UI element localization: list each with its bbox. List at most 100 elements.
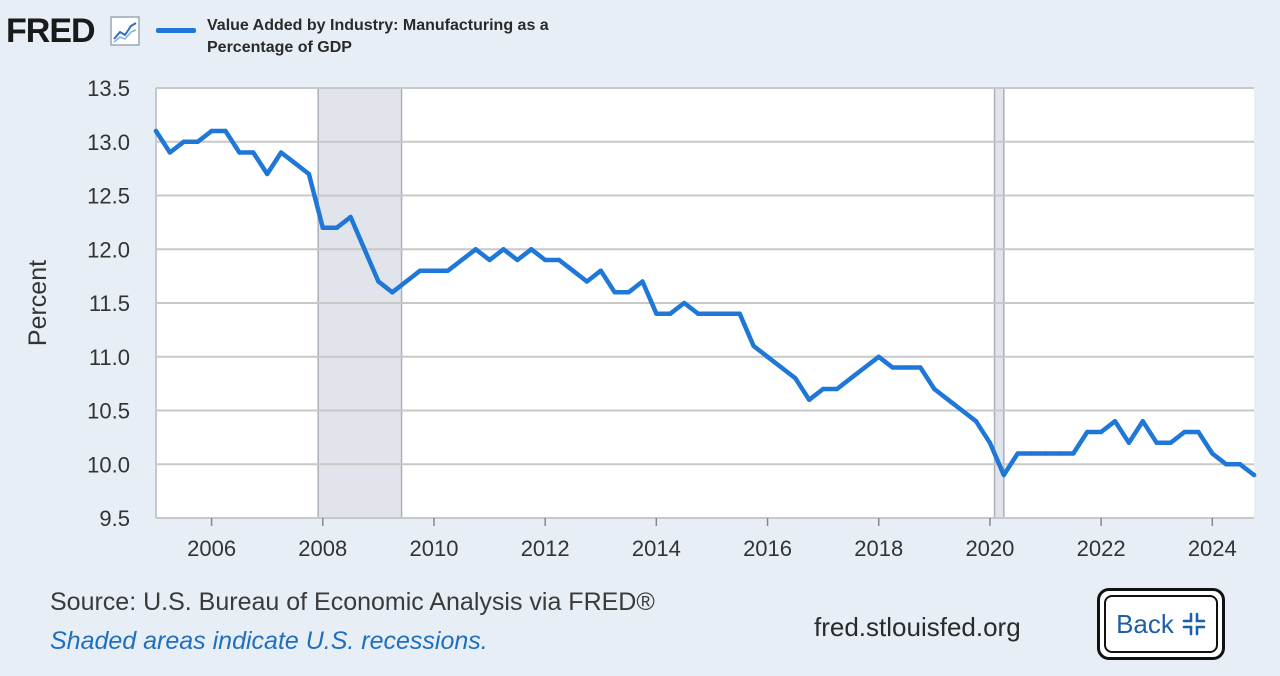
data-point <box>417 268 423 273</box>
y-tick-label: 13.5 <box>87 76 130 101</box>
data-point <box>348 214 353 220</box>
data-point <box>501 247 506 252</box>
x-tick-label: 2022 <box>1077 536 1126 561</box>
data-point <box>515 257 520 263</box>
data-point <box>987 440 993 445</box>
data-point <box>959 408 965 413</box>
data-point <box>862 365 868 370</box>
data-point <box>306 171 312 177</box>
data-point <box>876 354 881 359</box>
data-point <box>1182 429 1187 435</box>
shrink-arrows-icon <box>1182 612 1206 636</box>
data-point <box>612 290 617 295</box>
y-tick-label: 10.0 <box>87 452 130 477</box>
data-point <box>1015 451 1020 456</box>
data-point <box>1029 451 1034 456</box>
data-point <box>223 128 228 134</box>
data-point <box>681 300 687 306</box>
data-point <box>932 386 937 392</box>
data-point <box>654 311 659 316</box>
data-point <box>904 365 909 370</box>
data-point <box>918 365 923 370</box>
data-point <box>362 247 367 252</box>
y-tick-label: 11.0 <box>89 345 130 370</box>
x-tick-label: 2018 <box>854 536 903 561</box>
data-point <box>1154 440 1159 445</box>
chart-line-icon <box>110 16 140 46</box>
legend-label: Value Added by Industry: Manufacturing a… <box>207 17 549 56</box>
data-point <box>334 225 339 230</box>
back-label: Back <box>1116 608 1174 639</box>
back-button[interactable]: Back <box>1097 588 1225 660</box>
data-point <box>459 257 464 263</box>
series-line <box>153 128 1257 478</box>
data-point <box>1210 451 1215 456</box>
x-tick-label: 2010 <box>409 536 458 561</box>
data-point <box>445 268 451 273</box>
data-point <box>1001 472 1007 478</box>
data-point <box>807 397 812 402</box>
data-point <box>390 290 395 295</box>
data-point <box>1140 419 1146 424</box>
data-point <box>570 268 576 273</box>
data-point <box>1098 429 1104 435</box>
data-point <box>1168 440 1173 445</box>
data-point <box>1112 419 1118 424</box>
data-point <box>584 279 590 284</box>
source-text: Source: U.S. Bureau of Economic Analysis… <box>50 588 655 616</box>
data-point <box>737 311 742 316</box>
data-point <box>820 386 826 392</box>
data-point <box>1057 451 1062 456</box>
y-tick-label: 10.5 <box>87 399 130 424</box>
data-point <box>668 311 673 316</box>
x-tick-label: 2006 <box>187 536 236 561</box>
data-point <box>709 311 715 316</box>
data-point <box>251 150 256 155</box>
data-point <box>292 161 298 166</box>
data-point <box>209 128 214 134</box>
back-button-inner: Back <box>1104 595 1218 653</box>
x-tick-label: 2012 <box>521 536 570 561</box>
data-point <box>181 139 186 144</box>
y-tick-label: 9.5 <box>99 506 130 531</box>
data-point <box>640 279 645 284</box>
data-point <box>1126 440 1132 445</box>
data-point <box>751 343 756 349</box>
data-point <box>1085 429 1090 435</box>
fred-logo[interactable]: FRED <box>6 12 96 50</box>
data-point <box>626 290 631 295</box>
data-point <box>1043 451 1048 456</box>
data-point <box>1237 462 1243 467</box>
data-point <box>973 419 979 424</box>
y-tick-label: 13.0 <box>87 130 130 155</box>
x-tick-label: 2024 <box>1188 536 1237 561</box>
x-tick-label: 2008 <box>298 536 347 561</box>
x-tick-label: 2016 <box>743 536 792 561</box>
data-point <box>779 365 784 370</box>
data-point <box>890 365 895 370</box>
data-point <box>376 279 381 284</box>
data-point <box>723 311 729 316</box>
data-point <box>1196 429 1201 435</box>
y-tick-label: 11.5 <box>89 291 130 316</box>
legend-swatch <box>156 28 196 33</box>
chart-header: FRED Value Added by Industry: Manufactur… <box>0 0 1280 70</box>
data-point <box>946 397 951 402</box>
data-point <box>1071 451 1076 456</box>
data-point <box>695 311 701 316</box>
data-point <box>237 150 242 155</box>
data-point <box>848 376 854 381</box>
data-point <box>278 150 284 155</box>
data-point <box>542 257 548 263</box>
data-point <box>765 354 770 359</box>
data-point <box>598 268 603 273</box>
site-link[interactable]: fred.stlouisfed.org <box>814 612 1021 642</box>
y-tick-label: 12.0 <box>87 237 130 262</box>
data-point <box>195 139 200 144</box>
y-tick-label: 12.5 <box>87 184 130 209</box>
data-point <box>403 279 409 284</box>
data-point <box>431 268 437 273</box>
data-point <box>1251 472 1257 478</box>
x-tick-label: 2014 <box>632 536 681 561</box>
data-point <box>834 386 840 392</box>
